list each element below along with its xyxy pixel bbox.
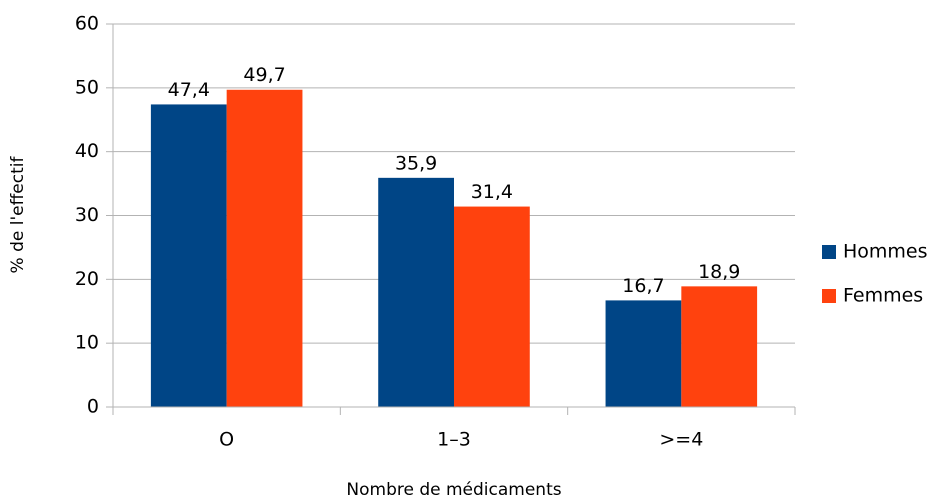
legend-swatch — [822, 289, 836, 303]
bar — [378, 177, 454, 407]
y-tick-label: 30 — [75, 204, 99, 226]
y-tick-label: 50 — [75, 76, 99, 98]
legend-swatch — [822, 245, 836, 259]
y-tick-label: 60 — [75, 13, 99, 35]
value-label: 47,4 — [168, 79, 210, 101]
y-tick-label: 10 — [75, 332, 99, 354]
value-label: 16,7 — [622, 275, 664, 297]
x-tick-label: 1–3 — [437, 429, 471, 451]
bar — [454, 206, 530, 407]
x-tick-label: O — [219, 429, 234, 451]
y-tick-label: 0 — [87, 396, 99, 418]
legend-label: Hommes — [843, 241, 928, 263]
y-tick-label: 40 — [75, 140, 99, 162]
bar — [150, 104, 227, 408]
x-axis-title: Nombre de médicaments — [346, 480, 561, 500]
value-label: 35,9 — [395, 152, 437, 174]
value-label: 49,7 — [243, 64, 285, 86]
y-tick-label: 20 — [75, 268, 99, 290]
x-tick-label: >=4 — [659, 429, 703, 451]
value-label: 31,4 — [471, 181, 513, 203]
value-label: 18,9 — [698, 261, 740, 283]
bar — [226, 89, 303, 407]
y-axis-title: % de l'effectif — [8, 156, 28, 274]
legend-label: Femmes — [843, 285, 923, 307]
bar — [605, 300, 682, 407]
bar — [681, 286, 758, 407]
